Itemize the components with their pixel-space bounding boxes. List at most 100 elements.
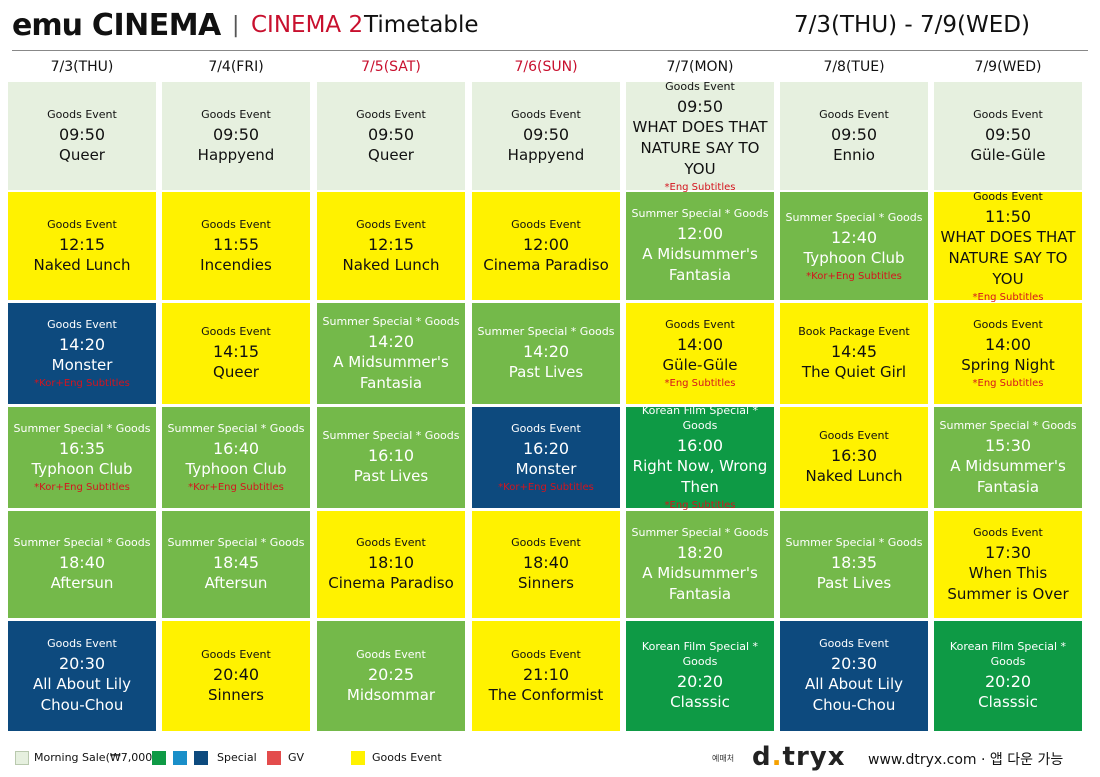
screening-cell: Goods Event 09:50 Ennio [780,82,928,190]
event-label: Goods Event [47,217,117,231]
showtime: 11:50 [984,206,1032,226]
screening-cell: Korean Film Special * Goods 20:20 Classsic [626,621,774,731]
website-link[interactable]: www.dtryx.com · 앱 다운 가능 [868,752,1064,768]
subtitle-note: *Eng Subtitles [664,378,736,389]
movie-title: Aftersun [204,574,268,592]
event-label: Goods Event [973,318,1043,331]
movie-title: Ennio [833,145,875,164]
subtitle-note: *Eng Subtitles [664,181,736,193]
showtime: 09:50 [367,124,415,144]
day-header: 7/5(SAT) [361,59,421,75]
event-label: Goods Event [819,429,889,442]
movie-title: Cinema Paradiso [328,574,454,592]
event-label: Korean Film Special * Goods [641,640,759,668]
screening-cell: Goods Event 14:20 Monster *Kor+Eng Subtitle… [8,303,156,404]
movie-title: Monster [515,460,577,478]
showtime: 12:40 [830,227,878,247]
screening-cell: Goods Event 12:15 Naked Lunch [317,192,465,300]
event-label: Goods Event [819,107,889,121]
event-label: Summer Special * Goods [477,325,615,338]
movie-title: Classsic [670,693,730,711]
presale-label: 예매처 [712,754,735,763]
screening-cell: Goods Event 20:30 All About Lily Chou-Chou [780,621,928,731]
dtryx-logo-rest: tryx [782,742,846,772]
dtryx-logo: d.tryx [752,742,846,772]
hall-name: CINEMA 2 [251,12,364,38]
movie-title: Happyend [507,145,585,164]
screening-cell: Korean Film Special * Goods 20:20 Classsic [934,621,1082,731]
legend-gv-label: GV [288,751,305,764]
event-label: Goods Event [201,647,271,661]
event-label: Summer Special * Goods [939,418,1077,432]
dtryx-logo-dot: . [771,742,783,772]
legend-morning-label: Morning Sale(₩7,000) [34,751,157,764]
event-label: Summer Special * Goods [631,207,769,220]
event-label: Goods Event [511,422,581,435]
subtitle-note: *Eng Subtitles [664,500,736,511]
showtime: 14:45 [830,342,878,361]
showtime: 18:40 [522,553,570,572]
subtitle-note: *Kor+Eng Subtitles [188,482,284,493]
screening-cell: Goods Event 09:50 Queer [8,82,156,190]
ticketing-info: 예매처 d.tryx www.dtryx.com · 앱 다운 가능 [700,742,1090,772]
screening-cell: Goods Event 18:40 Sinners [472,511,620,618]
screening-cell: Goods Event 20:30 All About Lily Chou-Chou [8,621,156,731]
legend-gv-swatch [267,751,281,765]
showtime: 16:30 [830,446,878,465]
movie-title: Past Lives [353,467,429,485]
screening-cell: Summer Special * Goods 18:35 Past Lives [780,511,928,618]
movie-title: Midsommar [346,685,436,704]
legend-goods-label: Goods Event [372,751,442,764]
day-header: 7/6(SUN) [514,59,578,75]
screening-cell: Goods Event 11:55 Incendies [162,192,310,300]
event-label: Goods Event [973,107,1043,121]
showtime: 20:20 [984,672,1032,691]
screening-cell: Goods Event 11:50 WHAT DOES THAT NATURE SA… [934,190,1082,303]
legend-special-navy-swatch [194,751,208,765]
event-label: Summer Special * Goods [13,422,151,435]
screening-cell: Korean Film Special * Goods 16:00 Right No… [626,404,774,511]
legend-special-blue-swatch [173,751,187,765]
event-label: Goods Event [819,637,889,650]
screening-cell: Summer Special * Goods 18:40 Aftersun [8,511,156,618]
event-label: Goods Event [201,325,271,338]
showtime: 17:30 [984,542,1032,562]
screening-cell: Summer Special * Goods 14:20 A Midsummer's… [317,303,465,404]
day-header: 7/3(THU) [50,59,114,75]
showtime: 21:10 [522,664,570,684]
event-label: Goods Event [201,107,271,121]
screening-cell: Goods Event 14:00 Spring Night *Eng Subtitl… [934,303,1082,404]
subtitle-note: *Kor+Eng Subtitles [34,482,130,493]
legend-special-green-swatch [152,751,166,765]
subtitle-note: *Eng Subtitles [972,291,1044,303]
showtime: 18:40 [58,553,106,572]
event-label: Book Package Event [798,325,910,338]
event-label: Summer Special * Goods [785,210,923,224]
movie-title: Typhoon Club [185,460,287,478]
showtime: 09:50 [522,124,570,144]
event-label: Summer Special * Goods [167,422,305,435]
movie-title: Naked Lunch [33,255,131,274]
event-label: Korean Film Special * Goods [949,640,1067,668]
event-label: Goods Event [511,647,581,661]
day-header: 7/7(MON) [666,59,734,75]
event-label: Goods Event [665,318,735,331]
showtime: 12:00 [676,224,724,243]
screening-cell: Goods Event 20:40 Sinners [162,621,310,731]
event-label: Goods Event [511,217,581,231]
showtime: 09:50 [676,96,724,116]
screening-cell: Summer Special * Goods 16:35 Typhoon Club *… [8,407,156,508]
screening-cell: Summer Special * Goods 18:20 A Midsummer's… [626,511,774,618]
screening-cell: Goods Event 21:10 The Conformist [472,621,620,731]
movie-title: Naked Lunch [805,467,903,485]
event-label: Goods Event [511,107,581,121]
event-label: Goods Event [356,536,426,549]
screening-cell: Goods Event 20:25 Midsommar [317,621,465,731]
movie-title: A Midsummer's Fantasia [642,245,758,284]
day-header: 7/4(FRI) [208,59,264,75]
day-header: 7/9(WED) [974,59,1042,75]
showtime: 12:15 [367,234,415,254]
event-label: Goods Event [665,79,735,93]
screening-cell: Goods Event 09:50 WHAT DOES THAT NATURE SA… [626,79,774,193]
movie-title: Aftersun [50,574,114,592]
